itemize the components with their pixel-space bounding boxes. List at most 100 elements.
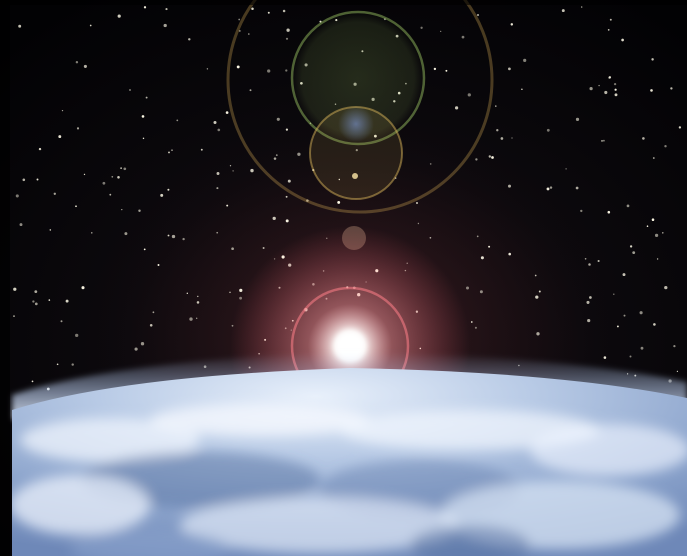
flare-large-ring — [226, 0, 494, 214]
star — [49, 229, 52, 231]
star — [143, 6, 147, 9]
star — [239, 288, 243, 293]
star — [75, 60, 79, 64]
star — [609, 18, 612, 21]
star — [476, 13, 480, 17]
star — [120, 167, 122, 169]
star — [267, 69, 271, 73]
star — [81, 286, 85, 290]
star — [285, 195, 288, 198]
star — [656, 258, 659, 260]
star — [282, 9, 286, 13]
star — [251, 7, 254, 11]
star — [521, 88, 523, 90]
star — [124, 232, 128, 236]
star — [189, 317, 193, 321]
star — [58, 135, 62, 139]
star — [13, 315, 15, 317]
star — [238, 18, 241, 21]
star — [76, 127, 80, 130]
star — [461, 35, 465, 39]
star — [621, 38, 624, 42]
star — [629, 355, 632, 358]
star — [149, 324, 153, 327]
lens-flare — [226, 0, 494, 250]
star — [601, 140, 603, 142]
star — [429, 163, 432, 165]
star — [662, 232, 664, 234]
star — [523, 58, 527, 63]
star — [213, 121, 217, 124]
star — [182, 237, 185, 241]
star — [613, 82, 617, 86]
star — [586, 300, 590, 304]
star — [143, 248, 146, 251]
star — [111, 175, 114, 178]
star — [607, 29, 610, 31]
star — [538, 290, 541, 293]
star — [319, 20, 322, 23]
star — [75, 205, 77, 208]
star — [549, 186, 553, 189]
star — [165, 8, 168, 11]
star — [587, 319, 591, 323]
star — [217, 128, 221, 132]
star — [285, 69, 288, 72]
star — [286, 28, 290, 32]
star — [168, 151, 170, 154]
star — [53, 192, 56, 195]
star — [639, 311, 643, 315]
flare-blue-spot — [338, 106, 374, 142]
star — [496, 129, 499, 132]
flare-green-disc — [290, 10, 426, 146]
star — [32, 300, 35, 303]
star — [580, 209, 583, 213]
star — [535, 295, 539, 299]
star — [249, 89, 252, 92]
star — [171, 149, 173, 151]
star — [196, 301, 200, 304]
star — [121, 208, 123, 211]
star — [561, 9, 565, 13]
star — [338, 178, 340, 181]
star — [575, 117, 580, 122]
star — [654, 233, 659, 238]
star — [231, 247, 234, 251]
star — [575, 186, 579, 190]
star — [48, 299, 51, 301]
star — [285, 128, 288, 131]
star — [622, 273, 626, 277]
star — [429, 236, 432, 239]
star — [589, 296, 592, 299]
star — [470, 321, 473, 323]
star — [236, 65, 240, 69]
star — [167, 188, 170, 191]
star — [34, 302, 38, 306]
star — [604, 90, 608, 95]
star — [476, 235, 479, 238]
star — [623, 314, 626, 317]
star — [83, 64, 87, 68]
star — [613, 293, 615, 295]
star — [129, 89, 131, 91]
star — [117, 176, 120, 179]
star — [89, 24, 92, 27]
star — [433, 67, 437, 71]
star — [652, 157, 655, 159]
star — [250, 168, 254, 173]
star — [13, 287, 17, 291]
star — [65, 299, 69, 303]
star — [546, 128, 550, 132]
star — [225, 111, 229, 114]
star — [272, 216, 276, 221]
star — [262, 247, 265, 249]
star — [565, 168, 567, 170]
star — [31, 380, 34, 383]
star — [597, 259, 600, 263]
star — [83, 173, 86, 176]
star — [651, 218, 655, 221]
star — [500, 137, 504, 140]
star — [123, 167, 127, 171]
star — [197, 295, 199, 298]
